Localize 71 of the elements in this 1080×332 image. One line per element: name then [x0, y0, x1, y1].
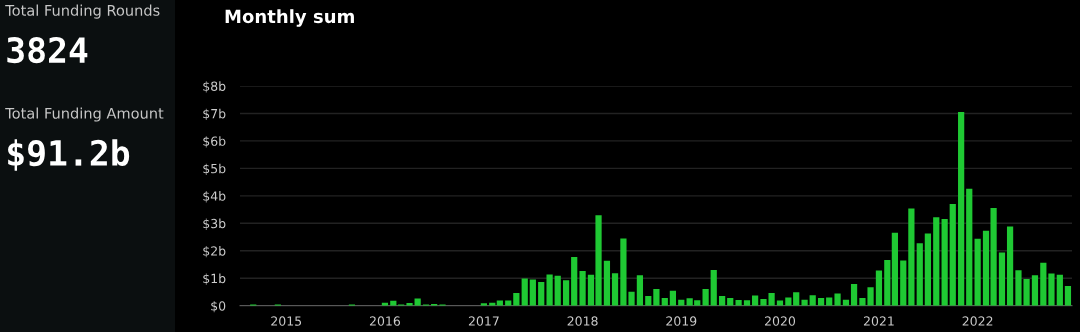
x-tick-label: 2018 — [567, 316, 598, 326]
y-tick-label: $1b — [203, 273, 226, 285]
bar — [974, 238, 981, 306]
chart-title: Monthly sum — [225, 9, 354, 27]
bar — [529, 279, 536, 306]
bar — [785, 297, 792, 306]
bar — [793, 292, 800, 306]
y-tick-label: $0 — [211, 300, 226, 313]
bar — [850, 284, 858, 306]
bar — [908, 208, 915, 306]
bar — [603, 260, 611, 306]
bar — [653, 288, 660, 306]
bar — [636, 275, 644, 306]
bar — [809, 295, 816, 306]
bar — [538, 282, 545, 306]
bar — [735, 299, 742, 306]
bar — [834, 293, 841, 306]
y-tick-label: $7b — [203, 108, 226, 121]
bar — [710, 270, 717, 306]
x-tick-label: 2015 — [271, 316, 302, 326]
bar — [1006, 226, 1014, 306]
y-tick-label: $6b — [203, 136, 226, 148]
bar — [1064, 285, 1072, 306]
y-tick-label: $5b — [203, 163, 226, 175]
x-tick-label: 2017 — [468, 316, 499, 326]
bar — [966, 188, 973, 306]
bar — [776, 300, 784, 306]
bar — [998, 252, 1006, 306]
bar — [513, 293, 520, 306]
bar — [579, 271, 586, 306]
bar — [826, 297, 833, 306]
bar — [645, 296, 652, 306]
text: 3824 — [7, 36, 88, 64]
bar — [1040, 262, 1047, 306]
bar — [949, 204, 956, 306]
bar — [562, 280, 570, 306]
bar — [702, 288, 709, 306]
bar — [505, 300, 512, 306]
bar — [669, 290, 677, 306]
bar — [1048, 273, 1055, 306]
x-tick-label: 2019 — [666, 316, 697, 326]
x-tick-label: 2022 — [962, 316, 993, 326]
bar — [554, 275, 561, 306]
y-tick-label: $2b — [203, 246, 226, 258]
y-tick-label: $8b — [203, 81, 226, 93]
bar — [801, 299, 808, 306]
y-tick-label: $4b — [203, 191, 226, 203]
bar — [933, 217, 940, 306]
text: $91.2b — [8, 139, 130, 171]
bar — [958, 112, 965, 306]
x-tick-label: 2021 — [863, 316, 894, 326]
text: Total Funding Amount — [5, 107, 164, 122]
bar — [521, 278, 528, 306]
bar — [924, 233, 931, 306]
x-tick-label: 2020 — [764, 316, 796, 326]
bar — [1056, 274, 1063, 306]
bar — [941, 218, 948, 306]
y-tick-label: $3b — [203, 218, 226, 230]
x-tick-label: 2016 — [369, 316, 401, 326]
bar — [719, 296, 726, 306]
bar — [1031, 275, 1039, 306]
bar — [496, 300, 503, 306]
bar — [884, 260, 891, 306]
text: Total Funding Rounds — [5, 4, 160, 19]
bar — [900, 260, 907, 306]
bar — [571, 257, 578, 306]
bar — [875, 270, 883, 306]
bar — [891, 232, 898, 306]
bar — [546, 274, 553, 306]
bar — [611, 273, 619, 306]
bar — [916, 243, 923, 306]
